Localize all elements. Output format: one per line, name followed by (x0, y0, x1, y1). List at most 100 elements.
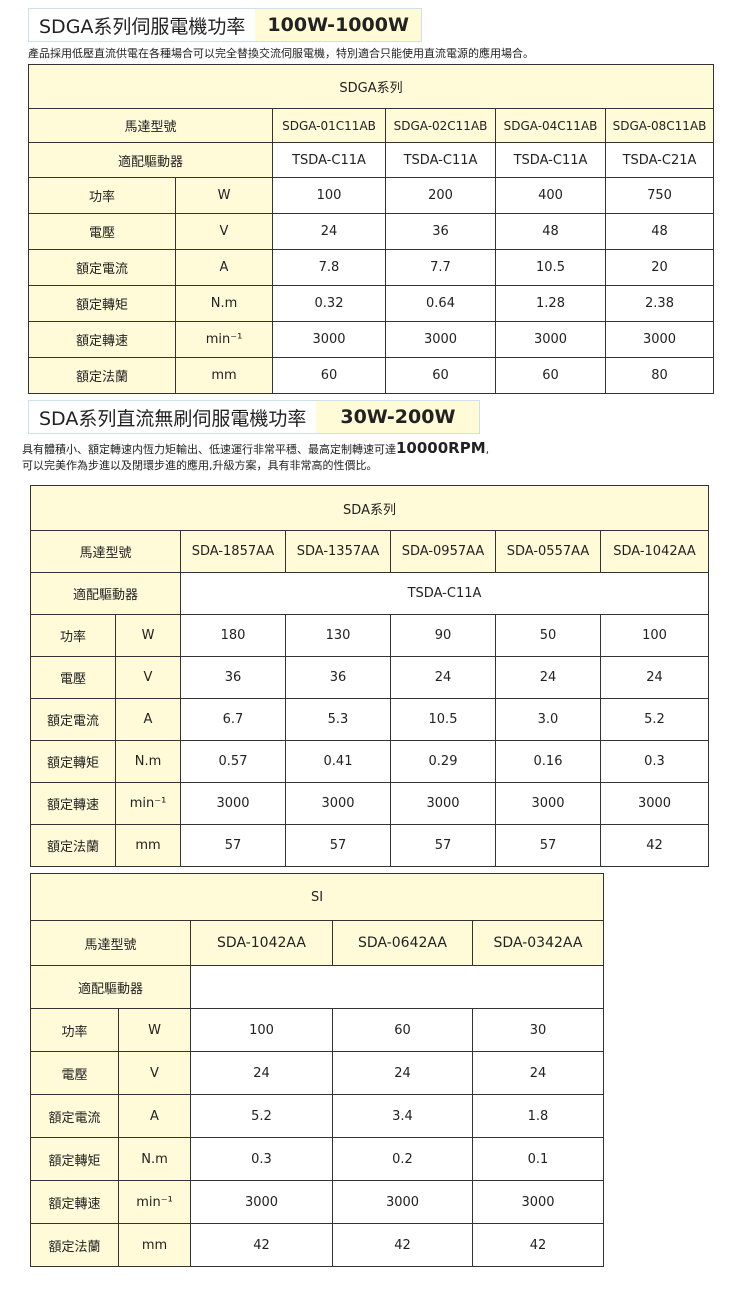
spec-row: 電壓 V 36 36 24 24 24 (30, 656, 709, 699)
spec-value: 42 (190, 1223, 333, 1267)
model-name: SDA-0957AA (390, 530, 496, 573)
spec-unit: min⁻¹ (118, 1180, 191, 1224)
spec-value: 0.16 (495, 740, 601, 783)
spec-value: 3000 (600, 782, 709, 825)
spec-unit: W (175, 177, 273, 214)
spec-value: 24 (390, 656, 496, 699)
spec-value: 7.7 (385, 249, 496, 286)
spec-value: 0.3 (600, 740, 709, 783)
section2-spec-table: SDA系列 馬達型號 SDA-1857AA SDA-1357AA SDA-0957AA S… (30, 485, 709, 867)
spec-value: 24 (272, 213, 386, 250)
spec-label: 電壓 (30, 656, 116, 699)
spec-value: 42 (600, 824, 709, 867)
spec-value: 0.32 (272, 285, 386, 322)
spec-row: 額定電流 A 6.7 5.3 10.5 3.0 5.2 (30, 698, 709, 741)
driver-name: TSDA-C11A (272, 142, 386, 178)
sda-desc-line1: 具有體積小、額定轉速内恆力矩輸出、低速運行非常平穩、最高定制轉速可達 (22, 443, 396, 456)
spec-unit: V (175, 213, 273, 250)
model-name: SDA-1042AA (600, 530, 709, 573)
spec-row: 功率 W 100 60 30 (30, 1008, 604, 1052)
spec-label: 額定電流 (28, 249, 176, 286)
spec-label: 額定轉矩 (30, 740, 116, 783)
spec-row: 額定法蘭 mm 60 60 60 80 (28, 357, 714, 394)
spec-row: 額定轉速 min⁻¹ 3000 3000 3000 (30, 1180, 604, 1224)
model-name: SDA-0557AA (495, 530, 601, 573)
spec-value: 100 (272, 177, 386, 214)
spec-unit: N.m (118, 1137, 191, 1181)
model-name: SDA-1042AA (190, 920, 333, 966)
spec-value: 1.28 (495, 285, 606, 322)
spec-value: 7.8 (272, 249, 386, 286)
model-name: SDGA-01C11AB (272, 108, 386, 143)
spec-label: 功率 (30, 614, 116, 657)
spec-label: 額定法蘭 (30, 824, 116, 867)
sda-description: 具有體積小、額定轉速内恆力矩輸出、低速運行非常平穩、最高定制轉速可達10000R… (22, 440, 489, 474)
model-name: SDGA-02C11AB (385, 108, 496, 143)
model-label: 馬達型號 (30, 530, 181, 573)
spec-label: 額定轉矩 (30, 1137, 119, 1181)
spec-value: 57 (390, 824, 496, 867)
spec-value: 57 (180, 824, 286, 867)
spec-unit: W (118, 1008, 191, 1052)
section3-spec-table: SI 馬達型號 SDA-1042AA SDA-0642AA SDA-0342AA 適配驅動… (30, 873, 604, 1267)
model-label: 馬達型號 (28, 108, 273, 143)
section1-spec-table: SDGA系列 馬達型號 SDGA-01C11AB SDGA-02C11AB SDGA-0… (28, 64, 714, 394)
sda-power-range: 30W-200W (316, 401, 480, 433)
spec-value: 48 (495, 213, 606, 250)
spec-value: 3000 (285, 782, 391, 825)
spec-unit: A (115, 698, 181, 741)
spec-label: 電壓 (30, 1051, 119, 1095)
spec-value: 24 (600, 656, 709, 699)
spec-row: 額定法蘭 mm 57 57 57 57 42 (30, 824, 709, 867)
spec-row: 功率 W 100 200 400 750 (28, 177, 714, 214)
spec-value: 3000 (180, 782, 286, 825)
spec-value: 42 (472, 1223, 604, 1267)
spec-value: 0.41 (285, 740, 391, 783)
spec-value: 5.2 (600, 698, 709, 741)
spec-value: 0.64 (385, 285, 496, 322)
driver-name: TSDA-C11A (180, 572, 709, 615)
spec-value: 2.38 (605, 285, 714, 322)
spec-row: 額定轉速 min⁻¹ 3000 3000 3000 3000 3000 (30, 782, 709, 825)
spec-value: 60 (272, 357, 386, 394)
spec-value: 57 (285, 824, 391, 867)
spec-value: 24 (472, 1051, 604, 1095)
spec-label: 功率 (28, 177, 176, 214)
spec-value: 24 (495, 656, 601, 699)
spec-value: 3000 (390, 782, 496, 825)
sda-desc-line2: 可以完美作為步進以及閉環步進的應用,升級方案，具有非常高的性價比。 (22, 459, 378, 472)
spec-row: 額定轉矩 N.m 0.57 0.41 0.29 0.16 0.3 (30, 740, 709, 783)
spec-value: 100 (600, 614, 709, 657)
spec-value: 1.8 (472, 1094, 604, 1138)
sdga-power-range: 100W-1000W (255, 9, 421, 41)
spec-unit: N.m (175, 285, 273, 322)
spec-value: 3000 (605, 321, 714, 358)
spec-value: 3000 (495, 782, 601, 825)
spec-value: 3000 (190, 1180, 333, 1224)
spec-unit: A (175, 249, 273, 286)
spec-row: 額定轉矩 N.m 0.32 0.64 1.28 2.38 (28, 285, 714, 322)
spec-value: 60 (495, 357, 606, 394)
spec-value: 3000 (272, 321, 386, 358)
spec-value: 3.4 (332, 1094, 473, 1138)
spec-value: 5.2 (190, 1094, 333, 1138)
spec-value: 6.7 (180, 698, 286, 741)
spec-value: 36 (180, 656, 286, 699)
spec-value: 90 (390, 614, 496, 657)
spec-value: 5.3 (285, 698, 391, 741)
spec-label: 電壓 (28, 213, 176, 250)
spec-value: 3000 (385, 321, 496, 358)
spec-value: 24 (332, 1051, 473, 1095)
spec-value: 3.0 (495, 698, 601, 741)
sda-desc-comma: , (485, 443, 490, 456)
spec-value: 200 (385, 177, 496, 214)
driver-name: TSDA-C21A (605, 142, 714, 178)
spec-label: 額定轉速 (30, 782, 116, 825)
model-name: SDGA-04C11AB (495, 108, 606, 143)
spec-unit: mm (115, 824, 181, 867)
spec-row: 功率 W 180 130 90 50 100 (30, 614, 709, 657)
spec-value: 30 (472, 1008, 604, 1052)
spec-value: 42 (332, 1223, 473, 1267)
spec-value: 48 (605, 213, 714, 250)
spec-value: 3000 (332, 1180, 473, 1224)
